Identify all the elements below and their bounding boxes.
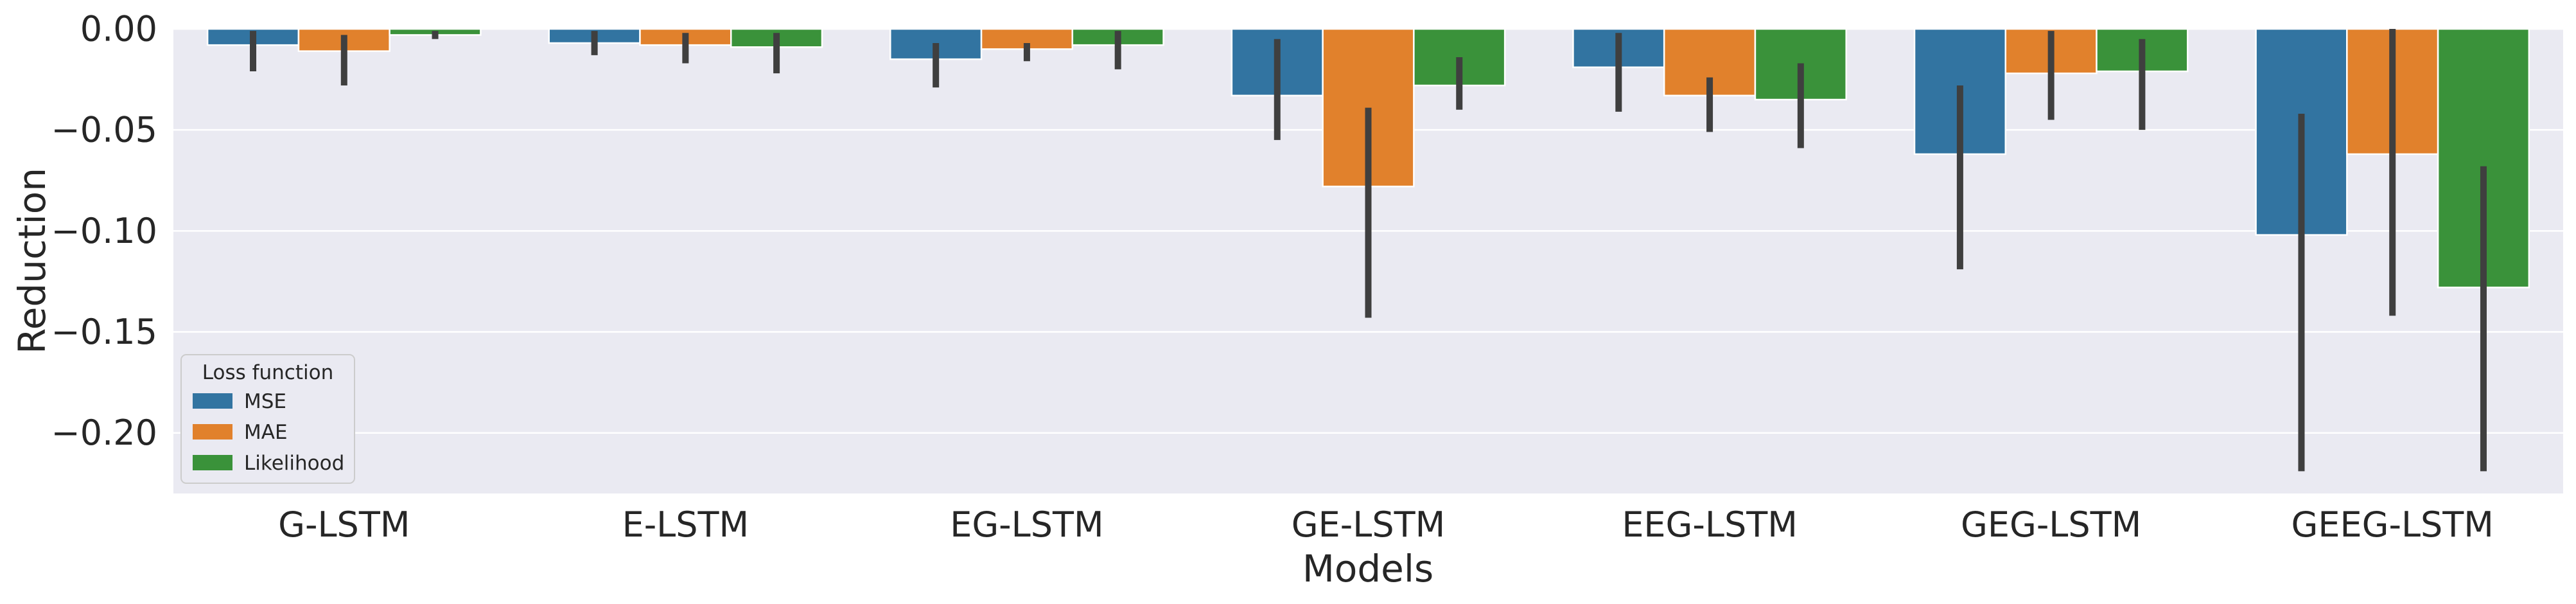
x-tick-label: GE-LSTM	[1292, 504, 1445, 545]
legend: Loss function MSE MAE Likelihood	[180, 354, 355, 484]
y-tick-label: −0.10	[51, 211, 157, 251]
y-tick-label: −0.15	[51, 312, 157, 352]
x-tick-label: EEG-LSTM	[1622, 504, 1798, 545]
x-tick-label: G-LSTM	[278, 504, 410, 545]
legend-item-label: MAE	[244, 421, 288, 444]
legend-item-label: Likelihood	[244, 452, 344, 475]
bar	[1663, 28, 1757, 96]
y-axis-label: Reduction	[10, 168, 54, 354]
x-tick-label: GEEG-LSTM	[2291, 504, 2494, 545]
x-tick-label: EG-LSTM	[950, 504, 1103, 545]
legend-frame	[180, 354, 355, 484]
x-axis-label: Models	[1302, 547, 1433, 591]
y-tick-label: −0.05	[51, 110, 157, 150]
x-tick-label: GEG-LSTM	[1961, 504, 2141, 545]
y-tick-label: −0.20	[51, 413, 157, 453]
legend-swatch	[193, 424, 232, 440]
legend-item-label: MSE	[244, 390, 286, 413]
legend-swatch	[193, 393, 232, 409]
y-tick-label: 0.00	[80, 9, 157, 49]
x-axis-ticks: G-LSTM E-LSTM EG-LSTM GE-LSTM EEG-LSTM GEG-LS…	[278, 504, 2494, 545]
error-bars	[250, 29, 2487, 472]
legend-swatch	[193, 455, 232, 470]
y-axis-ticks: 0.00 −0.05 −0.10 −0.15 −0.20	[51, 9, 157, 454]
legend-title: Loss function	[202, 361, 333, 384]
x-tick-label: E-LSTM	[622, 504, 749, 545]
